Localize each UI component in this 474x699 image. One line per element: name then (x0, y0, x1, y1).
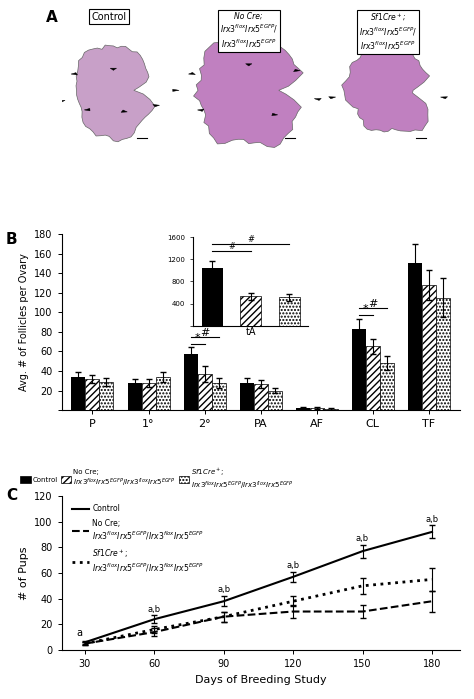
Bar (324, 409, 338, 410)
Polygon shape (121, 110, 128, 113)
Polygon shape (84, 108, 90, 111)
Bar (436, 298, 450, 410)
Polygon shape (189, 73, 195, 75)
X-axis label: Days of Breeding Study: Days of Breeding Study (195, 675, 327, 684)
Bar (352, 329, 366, 410)
Polygon shape (342, 40, 429, 132)
Polygon shape (246, 64, 252, 66)
Polygon shape (153, 104, 160, 107)
Polygon shape (110, 69, 117, 71)
Text: a,b: a,b (287, 561, 300, 570)
Bar (85, 379, 100, 410)
Text: Control: Control (92, 12, 127, 22)
Polygon shape (293, 69, 300, 72)
Polygon shape (71, 73, 78, 75)
Text: a,b: a,b (148, 605, 161, 614)
Polygon shape (58, 100, 65, 102)
Polygon shape (173, 89, 179, 92)
Text: $Sf1Cre^+$;
$Irx3^{flox}Irx5^{EGFP}/$
$Irx3^{flox}Irx5^{EGFP}$: $Sf1Cre^+$; $Irx3^{flox}Irx5^{EGFP}/$ $I… (359, 12, 417, 52)
Text: #: # (368, 299, 378, 309)
Text: a,b: a,b (426, 514, 438, 524)
Bar (366, 347, 380, 410)
Bar (211, 383, 226, 410)
Bar (183, 354, 198, 410)
Polygon shape (440, 96, 447, 99)
Bar (380, 363, 394, 410)
Text: A: A (46, 10, 57, 25)
Bar (296, 408, 310, 410)
Text: a: a (76, 628, 82, 638)
Text: *: * (363, 304, 369, 314)
Polygon shape (193, 36, 303, 147)
Bar (100, 382, 113, 410)
Text: a,b: a,b (217, 585, 230, 594)
Polygon shape (54, 82, 61, 84)
Bar (155, 377, 170, 410)
Bar (128, 383, 142, 410)
Bar (198, 374, 211, 410)
Polygon shape (314, 99, 321, 101)
Text: a,b: a,b (356, 534, 369, 543)
Bar (254, 384, 268, 410)
Text: *: * (195, 333, 201, 343)
Y-axis label: # of Pups: # of Pups (18, 546, 28, 600)
Bar (72, 377, 85, 410)
Bar (422, 284, 436, 410)
Polygon shape (198, 109, 204, 111)
Y-axis label: Avg. # of Follicles per Ovary: Avg. # of Follicles per Ovary (18, 253, 28, 391)
Legend: Control, No Cre;
$Irx3^{flox}Irx5^{EGFP}/Irx3^{flox}Irx5^{EGFP}$, $Sf1Cre^+$;
$I: Control, No Cre; $Irx3^{flox}Irx5^{EGFP}… (69, 501, 207, 577)
Text: C: C (6, 488, 17, 503)
Text: No Cre;
$Irx3^{flox}Irx5^{EGFP}/$
$Irx3^{flox}Irx5^{EGFP}$: No Cre; $Irx3^{flox}Irx5^{EGFP}/$ $Irx3^… (219, 12, 278, 50)
Polygon shape (328, 96, 336, 99)
Bar (310, 408, 324, 410)
Text: B: B (6, 232, 18, 247)
Polygon shape (76, 45, 155, 142)
Bar (142, 383, 155, 410)
Legend: Control, No Cre;
$Irx3^{flox}Irx5^{EGFP}/Irx3^{flox}Irx5^{EGFP}$, $Sf1Cre^+$;
$I: Control, No Cre; $Irx3^{flox}Irx5^{EGFP}… (18, 464, 297, 495)
Bar (408, 264, 422, 410)
Text: #: # (200, 328, 210, 338)
Bar (268, 391, 282, 410)
Bar (240, 383, 254, 410)
Polygon shape (272, 113, 278, 115)
